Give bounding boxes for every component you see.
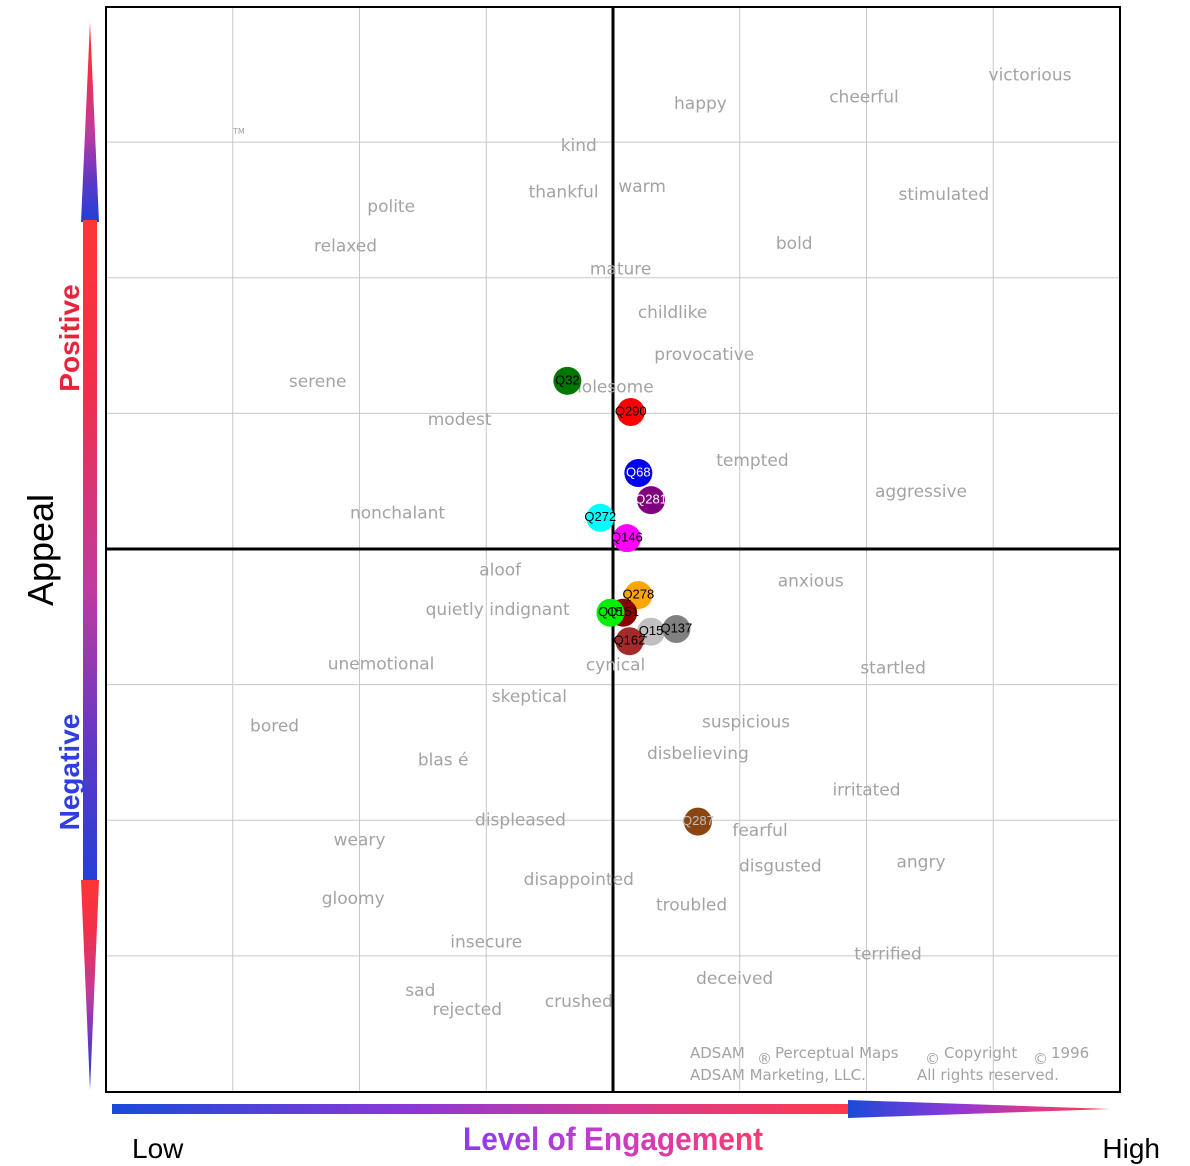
x-axis-label: Level of Engagement — [463, 1121, 763, 1157]
y-negative-label: Negative — [54, 714, 85, 831]
data-point — [553, 366, 582, 395]
emotion-word: gloomy — [322, 889, 385, 909]
emotion-word: rejected — [432, 1000, 502, 1020]
data-point-label: Q151 — [607, 604, 639, 619]
data-point-label: Q68 — [626, 464, 651, 479]
emotion-word: provocative — [654, 345, 754, 365]
emotion-word: bold — [776, 234, 813, 254]
emotion-word: thankful — [529, 182, 599, 202]
horizontal-engagement-arrow — [112, 1100, 1110, 1118]
data-point-label: Q272 — [584, 509, 616, 524]
data-point — [586, 503, 615, 532]
data-point — [637, 617, 666, 646]
question-points: Q32Q290Q68Q281Q272Q146Q278Q151Q15Q15Q137… — [553, 366, 714, 836]
emotion-word: unemotional — [328, 654, 435, 674]
copyright-mark-2: © — [1033, 1050, 1048, 1068]
credit-year: 1996 — [1051, 1044, 1089, 1062]
data-point-label: Q162 — [614, 633, 646, 648]
emotion-word: disbelieving — [647, 744, 749, 764]
credit-perceptual-maps: Perceptual Maps — [775, 1044, 899, 1062]
emotion-word: polite — [367, 197, 415, 217]
emotion-word: modest — [428, 410, 492, 430]
emotion-word: deceived — [696, 969, 773, 989]
emotion-word: happy — [674, 94, 727, 114]
data-point-label: Q32 — [555, 372, 580, 387]
emotion-word: cheerful — [829, 87, 899, 107]
emotion-word: troubled — [656, 896, 727, 916]
copyright-mark-1: © — [925, 1050, 940, 1068]
emotion-word: terrified — [854, 945, 922, 965]
emotion-word: startled — [860, 658, 926, 678]
registered-mark: ® — [757, 1050, 772, 1068]
emotion-word: tempted — [716, 451, 788, 471]
data-point — [615, 627, 644, 656]
data-point — [616, 398, 645, 427]
y-positive-label: Positive — [54, 284, 85, 391]
emotion-word: disappointed — [524, 870, 634, 890]
data-point-label: Q290 — [615, 403, 647, 418]
y-axis-label: Appeal — [20, 494, 61, 606]
emotion-word: victorious — [989, 66, 1072, 86]
credit-adsam: ADSAM — [690, 1044, 745, 1062]
credit-rights: All rights reserved. — [917, 1066, 1059, 1084]
emotion-word: nonchalant — [350, 504, 445, 524]
data-point — [624, 459, 653, 488]
emotion-word: suspicious — [702, 713, 790, 733]
x-low-label: Low — [132, 1133, 184, 1164]
emotion-word: aloof — [479, 561, 522, 581]
emotion-word: mature — [590, 260, 652, 280]
emotion-word: relaxed — [314, 237, 377, 257]
trademark-mark: TM — [232, 127, 245, 136]
credit-copyright: Copyright — [944, 1044, 1017, 1062]
data-point-label: Q287 — [682, 813, 714, 828]
emotion-word: kind — [561, 136, 597, 156]
emotion-word: anxious — [778, 572, 844, 592]
emotion-word: quietly indignant — [426, 600, 570, 620]
data-point-label: Q15 — [598, 604, 623, 619]
emotion-word: displeased — [475, 810, 566, 830]
emotion-word: weary — [334, 831, 386, 851]
emotion-word: wholesome — [557, 378, 654, 398]
data-point-label: Q278 — [622, 587, 654, 602]
data-point — [683, 807, 712, 836]
emotion-word: warm — [618, 177, 666, 197]
data-point-label: Q15 — [639, 623, 664, 638]
vertical-appeal-arrow — [81, 22, 99, 1090]
emotion-word: fearful — [732, 821, 787, 841]
emotion-word: sad — [405, 981, 435, 1001]
emotion-word: childlike — [638, 303, 708, 323]
emotion-word: bored — [250, 717, 299, 737]
emotion-word: disgusted — [739, 856, 822, 876]
x-high-label: High — [1102, 1133, 1160, 1164]
copyright-credits: ADSAM ® Perceptual Maps © Copyright © 19… — [690, 1044, 1089, 1084]
data-point — [612, 524, 641, 553]
emotion-word: insecure — [450, 932, 522, 952]
emotion-word: skeptical — [492, 687, 567, 707]
emotion-word: aggressive — [875, 482, 967, 502]
emotion-word: cynical — [586, 656, 645, 676]
emotion-word: stimulated — [898, 185, 989, 205]
data-point — [662, 615, 691, 644]
emotion-word: blas é — [418, 751, 469, 771]
data-point — [596, 598, 625, 627]
data-point-label: Q281 — [635, 492, 667, 507]
emotion-word: crushed — [545, 992, 613, 1012]
credit-company: ADSAM Marketing, LLC. — [690, 1066, 866, 1084]
emotion-word: serene — [289, 372, 347, 392]
emotion-words: victorious cheerful happy kind thankful warm s… — [250, 66, 1072, 1020]
emotion-word: irritated — [832, 780, 900, 800]
data-point — [637, 486, 666, 515]
data-point-label: Q137 — [660, 620, 692, 635]
emotion-word: angry — [896, 852, 945, 872]
data-point-label: Q146 — [611, 530, 643, 545]
